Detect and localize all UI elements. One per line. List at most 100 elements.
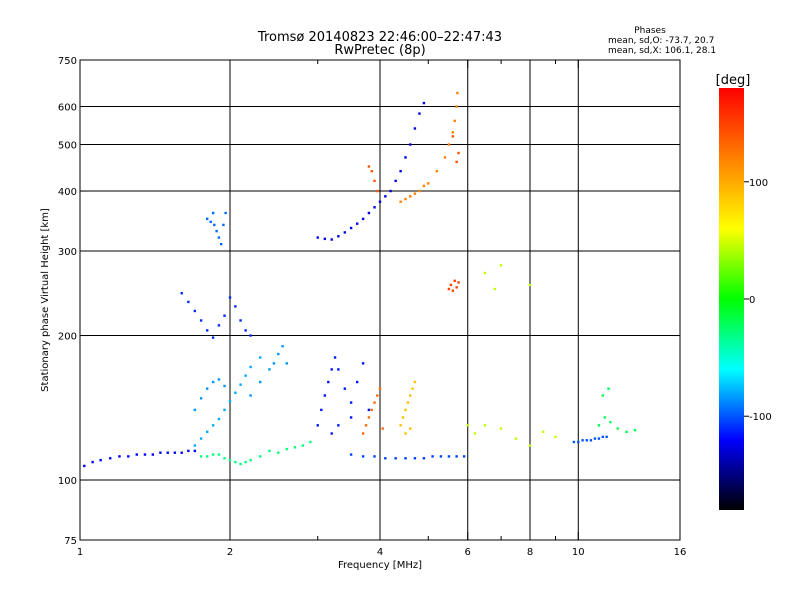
data-point: [411, 387, 414, 390]
data-point: [422, 184, 426, 188]
data-point: [601, 394, 605, 397]
data-point: [355, 380, 359, 384]
data-point: [205, 329, 209, 332]
data-point: [609, 420, 612, 424]
x-axis-label: Frequency [MHz]: [338, 560, 422, 571]
data-point: [355, 222, 359, 225]
data-point: [83, 464, 86, 468]
data-point: [249, 458, 252, 462]
data-point: [361, 455, 365, 458]
data-point: [211, 336, 215, 339]
data-point: [373, 179, 376, 183]
data-point: [572, 440, 576, 444]
data-point: [603, 416, 606, 419]
data-point: [625, 430, 628, 434]
data-point: [413, 127, 417, 130]
data-point: [455, 105, 458, 108]
grid-lines: [80, 60, 680, 540]
data-point: [373, 401, 376, 404]
y-axis-label: Stationary phase Virtual Height [km]: [40, 208, 51, 392]
data-point: [268, 449, 271, 453]
y-tick-label: 500: [58, 141, 77, 152]
data-point: [577, 440, 580, 444]
data-point: [409, 427, 412, 430]
stats-heading: Phases: [634, 26, 666, 36]
data-point: [301, 444, 305, 447]
data-point: [193, 444, 197, 447]
data-point: [293, 446, 297, 449]
data-point: [224, 211, 227, 215]
data-point: [187, 300, 190, 304]
data-point: [244, 374, 247, 377]
data-point: [187, 449, 190, 453]
data-point: [213, 223, 216, 227]
data-point: [316, 236, 319, 239]
y-tick-label: 100: [58, 476, 77, 487]
data-point: [601, 435, 605, 439]
data-point: [376, 189, 379, 193]
data-point: [367, 408, 371, 412]
data-point: [285, 447, 288, 451]
y-tick-label: 600: [58, 103, 77, 114]
data-point: [483, 424, 487, 427]
data-point: [199, 455, 203, 458]
data-point: [451, 135, 455, 138]
data-point: [217, 417, 221, 421]
data-point: [259, 380, 262, 384]
data-point: [330, 368, 333, 371]
data-point: [453, 119, 456, 123]
data-point: [223, 408, 226, 412]
data-point: [309, 440, 312, 444]
data-point: [343, 387, 347, 390]
data-point: [211, 424, 215, 427]
data-point: [409, 143, 412, 146]
data-point: [215, 229, 218, 233]
colorbar-label: [deg]: [716, 73, 751, 88]
data-point: [239, 383, 242, 386]
data-point: [541, 430, 545, 434]
data-point: [554, 435, 557, 439]
data-point: [209, 220, 212, 224]
data-point: [211, 453, 215, 456]
data-point: [234, 305, 237, 308]
data-point: [399, 169, 402, 173]
data-point: [404, 156, 407, 159]
data-point: [199, 397, 203, 400]
data-point: [435, 169, 438, 173]
data-point: [457, 151, 460, 155]
data-point: [337, 424, 340, 427]
data-point: [394, 457, 397, 460]
data-point: [499, 264, 503, 267]
data-point: [514, 437, 518, 440]
data-point: [593, 437, 597, 440]
data-point: [234, 391, 237, 394]
data-point: [378, 200, 382, 203]
data-point: [413, 380, 417, 384]
data-point: [143, 453, 147, 456]
data-point: [217, 453, 221, 456]
x-tick-label: 10: [572, 547, 585, 558]
data-point: [118, 455, 121, 458]
data-point: [367, 416, 371, 419]
data-point: [330, 432, 333, 435]
data-point: [370, 169, 373, 173]
data-point: [483, 271, 487, 275]
data-point: [166, 451, 169, 454]
data-point: [422, 457, 426, 460]
data-point: [528, 444, 532, 447]
data-point: [394, 179, 397, 183]
data-point: [99, 458, 102, 462]
x-tick-label: 1: [77, 547, 83, 558]
data-point: [418, 112, 421, 115]
data-point: [343, 231, 347, 234]
data-point: [413, 192, 417, 195]
data-point: [234, 460, 237, 464]
data-point: [404, 432, 407, 435]
data-point: [349, 453, 353, 456]
data-point: [199, 319, 203, 322]
data-point: [180, 292, 183, 295]
data-point: [370, 408, 373, 412]
data-point: [589, 439, 593, 442]
data-point: [228, 458, 232, 462]
stats-line-x: mean, sd,X: 106.1, 28.1: [608, 46, 716, 56]
